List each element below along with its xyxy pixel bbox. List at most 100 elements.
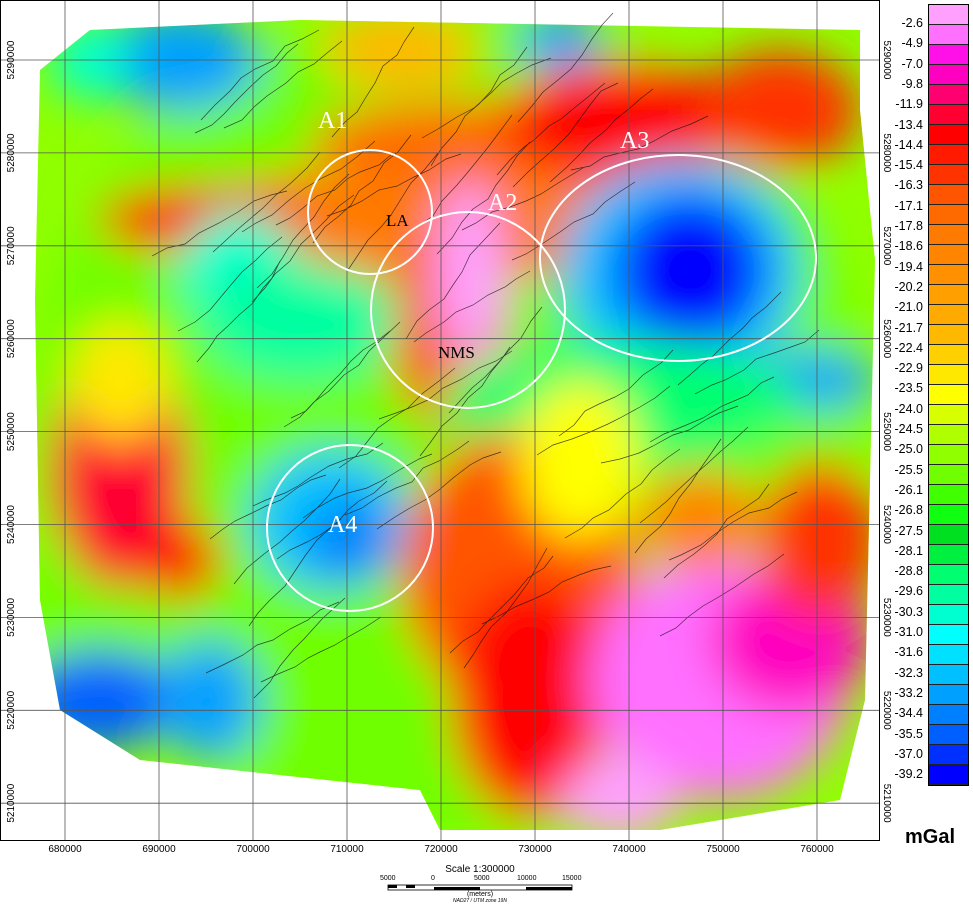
y-tick-label-right: 5270000 (881, 226, 892, 265)
legend-label: -4.9 (901, 36, 923, 51)
legend-swatch (929, 385, 968, 405)
anomaly-blob (500, 60, 740, 180)
legend-label: -20.2 (894, 279, 924, 294)
contour-line (326, 153, 462, 217)
anomaly-blob (560, 760, 680, 830)
anomaly-blob (640, 470, 760, 570)
anomaly-label-a4: A4 (328, 512, 357, 538)
contour-line (558, 349, 674, 437)
projection-label: NAD27 / UTM zone 19N (453, 898, 507, 904)
legend-label: -22.4 (894, 340, 924, 355)
y-tick-label-right: 5290000 (881, 41, 892, 80)
legend-label: -24.5 (894, 422, 924, 436)
legend-label: -35.5 (894, 726, 924, 741)
legend-label: -27.5 (894, 523, 924, 538)
contour-line (151, 190, 288, 257)
legend-swatch (929, 45, 968, 65)
legend-label: -25.5 (894, 462, 924, 477)
contour-line (283, 321, 401, 428)
legend-swatch (929, 645, 968, 665)
contour-line (570, 115, 709, 171)
legend-label: -22.9 (894, 361, 924, 376)
anomaly-blob (200, 260, 400, 380)
contour-line (200, 29, 320, 121)
scale-label: 5000 (380, 875, 396, 882)
legend-swatch (929, 605, 968, 625)
contour-line (659, 553, 785, 637)
contour-line (347, 152, 439, 271)
legend-swatch (929, 505, 968, 525)
contour-line (421, 57, 552, 139)
y-tick-label-left: 5260000 (6, 319, 17, 358)
contour-line (663, 483, 770, 579)
legend-label: -28.1 (894, 543, 924, 558)
anomaly-a4-outline (266, 444, 434, 612)
contour-line (241, 140, 376, 233)
contour-line (600, 405, 739, 464)
y-tick-label-left: 5210000 (6, 783, 17, 822)
x-tick-label: 760000 (800, 844, 834, 855)
legend-label: -21.0 (894, 300, 924, 315)
anomaly-a3-outline (539, 154, 817, 362)
contour-line (196, 260, 281, 363)
contour-line (448, 306, 543, 414)
legend-label: -37.0 (894, 746, 924, 761)
y-tick-label-right: 5230000 (881, 598, 892, 637)
legend-label: -17.1 (894, 198, 924, 213)
legend-label: -30.3 (894, 604, 924, 619)
anomaly-a2-outline (370, 211, 566, 409)
contour-line (436, 141, 531, 255)
legend-label: -9.8 (901, 76, 923, 91)
contour-line (248, 518, 342, 627)
anomaly-raster (35, 20, 875, 830)
legend-label: -29.6 (894, 584, 924, 599)
legend-swatch (929, 485, 968, 505)
legend-label: -7.0 (901, 56, 923, 71)
scale-units: (meters) (466, 891, 494, 898)
contour-line (511, 181, 636, 261)
contour-line (276, 480, 388, 560)
contour-line (209, 474, 327, 540)
legend-label: -2.6 (901, 16, 923, 30)
scale-label: 10000 (517, 875, 537, 882)
contour-line (344, 440, 470, 516)
legend-label: -18.6 (894, 239, 924, 254)
legend-swatch (929, 445, 968, 465)
contour-line (338, 367, 456, 469)
y-tick-label-left: 5270000 (6, 226, 17, 265)
legend-label: -31.6 (894, 645, 924, 660)
legend-swatch (929, 205, 968, 225)
legend-label: -19.4 (894, 259, 924, 274)
anomaly-blob (35, 650, 180, 750)
legend-swatch (929, 225, 968, 245)
legend-swatch (929, 705, 968, 725)
legend-label: -21.7 (894, 320, 924, 335)
anomaly-blob (615, 195, 765, 345)
scale-label: 5000 (474, 875, 490, 882)
legend-label: -25.0 (894, 442, 924, 457)
contour-line (223, 40, 343, 129)
contour-line (512, 82, 619, 188)
anomaly-outlines (266, 149, 817, 612)
legend-label: -24.0 (894, 401, 924, 416)
legend-unit: mGal (905, 826, 956, 848)
contour-line (481, 565, 612, 625)
anomaly-label-a1: A1 (318, 108, 347, 134)
legend-label: -14.4 (894, 137, 924, 152)
legend-label: -26.1 (894, 482, 924, 497)
contour-line (634, 438, 722, 554)
contour-line (260, 616, 382, 683)
map-frame (0, 0, 880, 841)
x-tick-label: 720000 (424, 844, 458, 855)
y-tick-label-left: 5280000 (6, 133, 17, 172)
legend-swatch (929, 105, 968, 125)
anomaly-blob (70, 320, 170, 440)
legend-label: -13.4 (894, 117, 924, 132)
y-tick-label-right: 5260000 (881, 319, 892, 358)
y-tick-label-right: 5250000 (881, 412, 892, 451)
legend-swatch (929, 685, 968, 705)
legend-label: -32.3 (894, 665, 924, 680)
anomaly-blob (760, 460, 875, 620)
anomaly-blob (450, 580, 610, 820)
